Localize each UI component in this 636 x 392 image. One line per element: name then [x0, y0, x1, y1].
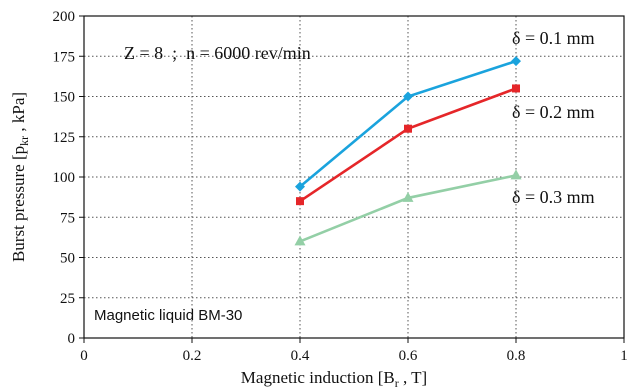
y-tick-label: 200 [53, 9, 76, 25]
series-label: δ = 0.3 mm [512, 187, 595, 207]
x-axis-title: Magnetic induction [Br , T] [241, 368, 427, 390]
operating-conditions-annotation: Z = 8 ; n = 6000 rev/min [124, 43, 311, 63]
x-tick-label: 0 [80, 348, 88, 364]
series-3: δ = 0.3 mm [294, 169, 595, 246]
y-tick-label: 75 [60, 210, 75, 226]
data-point [511, 56, 521, 67]
y-tick-label: 50 [60, 251, 75, 267]
x-axis-title-tail: , T] [399, 368, 428, 387]
y-axis-title-main: Burst pressure [p [9, 146, 28, 262]
x-axis-title-main: Magnetic induction [B [241, 368, 395, 387]
x-tick-label: 0.8 [507, 348, 526, 364]
y-tick-label: 25 [60, 291, 75, 307]
y-tick-label: 0 [68, 331, 76, 347]
x-tick-label: 0.4 [291, 348, 310, 364]
y-axis-title-tail: , kPa] [9, 92, 28, 136]
data-point [512, 84, 520, 93]
series-layer: δ = 0.1 mm δ = 0.2 mm δ = 0.3 mm [294, 28, 595, 246]
series-label: δ = 0.1 mm [512, 28, 595, 48]
x-tick-label: 1 [620, 348, 628, 364]
y-tick-label: 175 [53, 49, 76, 65]
series-1: δ = 0.1 mm [295, 28, 595, 192]
series-line [299, 59, 517, 188]
x-tick-label: 0.6 [399, 348, 418, 364]
liquid-annotation: Magnetic liquid BM-30 [94, 307, 242, 324]
data-point [296, 197, 304, 206]
grid [84, 16, 624, 338]
x-axis-title-sub: r [395, 376, 399, 390]
series-2: δ = 0.2 mm [296, 84, 595, 206]
data-point [295, 181, 305, 192]
y-axis-title-sub: kr [17, 136, 31, 146]
series-label: δ = 0.2 mm [512, 102, 595, 122]
data-point [294, 235, 306, 246]
y-tick-label: 125 [53, 130, 76, 146]
x-axis: 0 0.2 0.4 0.6 0.8 1 [80, 338, 628, 364]
x-tick-label: 0.2 [183, 348, 202, 364]
data-point [404, 124, 412, 133]
y-tick-label: 100 [53, 170, 76, 186]
data-point [402, 191, 414, 202]
y-axis: 0 25 50 75 100 125 150 175 200 [53, 9, 84, 347]
y-tick-label: 150 [53, 90, 76, 106]
data-point [403, 91, 413, 102]
data-point [510, 169, 522, 180]
y-axis-title: Burst pressure [pkr , kPa] [9, 92, 31, 262]
